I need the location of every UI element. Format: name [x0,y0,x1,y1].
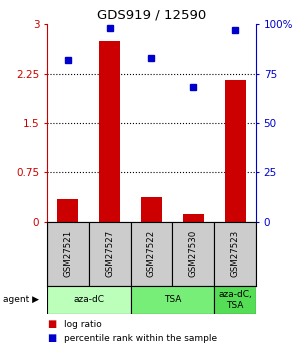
Bar [131,222,172,286]
Text: log ratio: log ratio [64,320,102,329]
Bar [141,197,162,222]
Text: aza-dC,
TSA: aza-dC, TSA [218,290,252,309]
Bar [47,222,89,286]
Bar [225,80,245,222]
Text: GSM27521: GSM27521 [63,230,72,277]
Bar [47,286,131,314]
Text: GDS919 / 12590: GDS919 / 12590 [97,9,206,22]
Bar [214,286,256,314]
Text: GSM27523: GSM27523 [231,230,240,277]
Bar [89,222,131,286]
Bar [131,286,214,314]
Bar [172,222,214,286]
Bar [183,214,204,222]
Text: agent ▶: agent ▶ [3,295,39,304]
Text: GSM27527: GSM27527 [105,230,114,277]
Text: GSM27522: GSM27522 [147,230,156,277]
Text: TSA: TSA [164,295,181,304]
Text: GSM27530: GSM27530 [189,230,198,277]
Text: ■: ■ [47,333,56,343]
Bar [57,199,78,222]
Text: ■: ■ [47,319,56,329]
Bar [99,41,120,222]
Text: percentile rank within the sample: percentile rank within the sample [64,334,217,343]
Bar [214,222,256,286]
Text: aza-dC: aza-dC [73,295,104,304]
